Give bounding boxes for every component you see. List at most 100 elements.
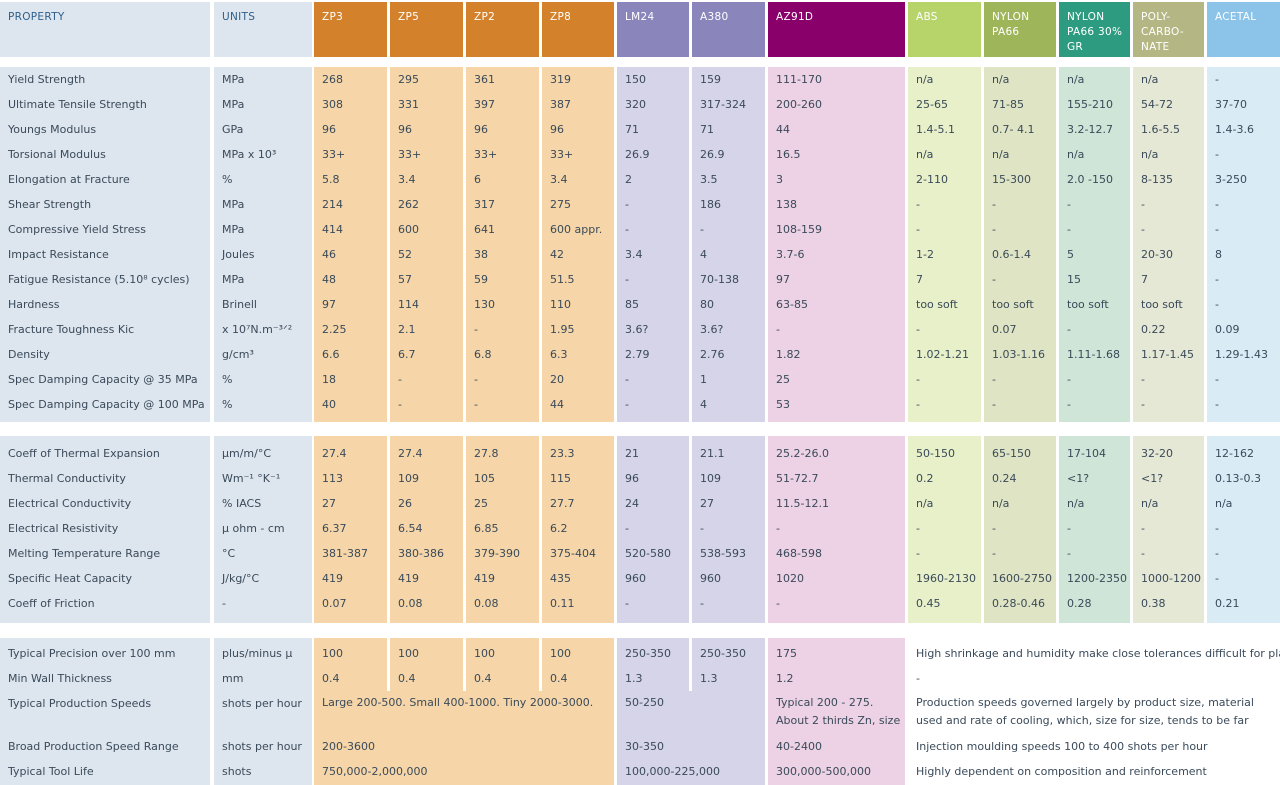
- value-cell: 150: [625, 73, 646, 86]
- value-cell: 317-324: [700, 98, 746, 111]
- value-cell: 27.7: [550, 497, 575, 510]
- value-cell: -: [992, 398, 996, 411]
- value-cell: 27.4: [322, 447, 347, 460]
- value-cell: 100: [474, 647, 495, 660]
- property-label: Fatigue Resistance (5.10⁸ cycles): [8, 273, 190, 286]
- value-cell: -: [916, 198, 920, 211]
- value-cell: 25: [474, 497, 488, 510]
- value-cell: 24: [625, 497, 639, 510]
- value-cell: -: [625, 398, 629, 411]
- value-cell: 6.2: [550, 522, 568, 535]
- value-cell: 0.07: [322, 597, 347, 610]
- value-cell: -: [1215, 73, 1219, 86]
- value-cell: 641: [474, 223, 495, 236]
- value-cell: -: [1067, 373, 1071, 386]
- value-cell: 38: [474, 248, 488, 261]
- value-cell: 1020: [776, 572, 804, 585]
- value-cell: 63-85: [776, 298, 808, 311]
- value-cell: -: [625, 273, 629, 286]
- property-label: Hardness: [8, 298, 60, 311]
- value-cell: 750,000-2,000,000: [322, 765, 428, 778]
- value-cell: 0.38: [1141, 597, 1166, 610]
- merged-band: [617, 666, 689, 691]
- unit-label: mm: [222, 672, 244, 685]
- value-cell: -: [625, 223, 629, 236]
- value-cell: 0.22: [1141, 323, 1166, 336]
- value-cell: 200-260: [776, 98, 822, 111]
- value-cell: 2: [625, 173, 632, 186]
- property-label: Compressive Yield Stress: [8, 223, 146, 236]
- property-label: Spec Damping Capacity @ 100 MPa: [8, 398, 205, 411]
- property-label: Coeff of Thermal Expansion: [8, 447, 160, 460]
- value-cell: 6.3: [550, 348, 568, 361]
- unit-label: µ ohm - cm: [222, 522, 285, 535]
- value-cell: -: [625, 522, 629, 535]
- value-cell: -: [625, 597, 629, 610]
- value-cell: n/a: [1141, 497, 1159, 510]
- value-cell: 317: [474, 198, 495, 211]
- value-cell: 51-72.7: [776, 472, 819, 485]
- value-cell: 3.2-12.7: [1067, 123, 1113, 136]
- column-band: [314, 67, 387, 422]
- value-cell: -: [625, 198, 629, 211]
- header-cell: ABS: [908, 2, 981, 57]
- column-band: [984, 436, 1056, 623]
- column-band: [314, 436, 387, 623]
- value-cell: -: [916, 672, 920, 685]
- unit-label: MPa: [222, 223, 245, 236]
- value-cell: High shrinkage and humidity make close t…: [916, 647, 1280, 660]
- value-cell: 25.2-26.0: [776, 447, 829, 460]
- value-cell: 100: [398, 647, 419, 660]
- unit-label: % IACS: [222, 497, 262, 510]
- value-cell: -: [700, 223, 704, 236]
- unit-label: %: [222, 173, 233, 186]
- merged-band: [768, 666, 905, 691]
- value-cell: 109: [398, 472, 419, 485]
- value-cell: 33+: [474, 148, 498, 161]
- value-cell: 27: [322, 497, 336, 510]
- unit-label: MPa: [222, 73, 245, 86]
- value-cell: 0.08: [474, 597, 499, 610]
- column-band: [214, 436, 312, 623]
- value-cell: -: [1141, 223, 1145, 236]
- value-cell: 0.28: [1067, 597, 1092, 610]
- value-cell: -: [1215, 547, 1219, 560]
- value-cell: 0.4: [322, 672, 340, 685]
- value-cell: 21: [625, 447, 639, 460]
- property-label: Min Wall Thickness: [8, 672, 112, 685]
- value-cell: 1: [700, 373, 707, 386]
- value-cell: 538-593: [700, 547, 746, 560]
- value-cell: 250-350: [625, 647, 671, 660]
- value-cell: 44: [550, 398, 564, 411]
- value-cell: 159: [700, 73, 721, 86]
- column-band: [542, 436, 614, 623]
- merged-band: [314, 759, 614, 785]
- merged-band: [314, 734, 614, 759]
- property-label: Torsional Modulus: [8, 148, 106, 161]
- value-cell: 85: [625, 298, 639, 311]
- value-cell: 27.4: [398, 447, 423, 460]
- value-cell: 1.82: [776, 348, 801, 361]
- value-cell: 0.6-1.4: [992, 248, 1031, 261]
- unit-label: µm/m/°C: [222, 447, 272, 460]
- column-band: [692, 67, 765, 422]
- value-cell: 33+: [398, 148, 422, 161]
- value-cell: 97: [776, 273, 790, 286]
- value-cell: 18: [322, 373, 336, 386]
- merged-band: [314, 638, 387, 666]
- value-cell: 50-150: [916, 447, 955, 460]
- value-cell: -: [1215, 373, 1219, 386]
- value-cell: 375-404: [550, 547, 596, 560]
- value-cell: -: [776, 522, 780, 535]
- column-band: [542, 67, 614, 422]
- value-cell: too soft: [992, 298, 1034, 311]
- value-cell: 381-387: [322, 547, 368, 560]
- value-cell: -: [916, 373, 920, 386]
- value-cell: 44: [776, 123, 790, 136]
- unit-label: °C: [222, 547, 236, 560]
- value-cell: 71-85: [992, 98, 1024, 111]
- value-cell: -: [1067, 547, 1071, 560]
- property-label: Ultimate Tensile Strength: [8, 98, 147, 111]
- value-cell: 0.11: [550, 597, 575, 610]
- value-cell: 3.6?: [700, 323, 724, 336]
